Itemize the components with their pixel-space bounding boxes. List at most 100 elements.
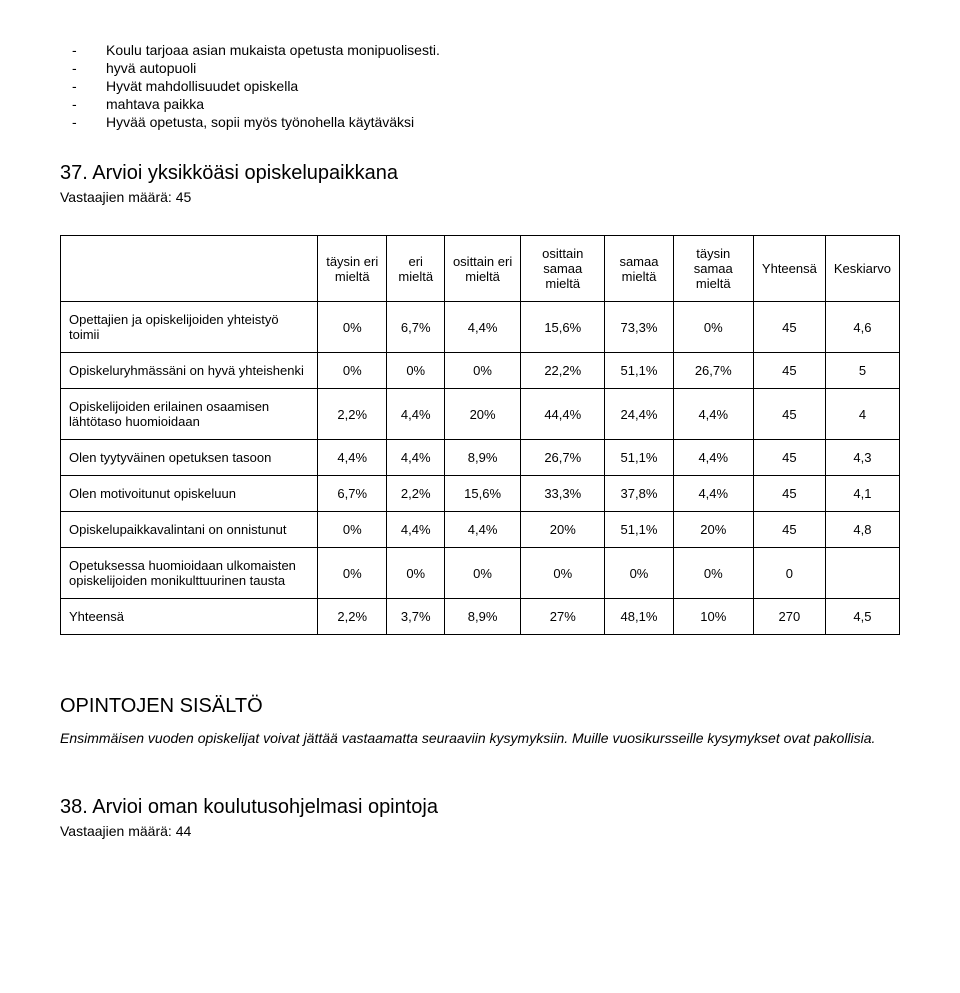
cell: 4,4% — [387, 512, 444, 548]
row-label: Opiskelijoiden erilainen osaamisen lähtö… — [61, 389, 318, 440]
cell: 0% — [318, 548, 387, 599]
cell: 45 — [753, 512, 825, 548]
cell: 0% — [387, 548, 444, 599]
cell: 10% — [673, 599, 753, 635]
cell: 20% — [673, 512, 753, 548]
table-row: Olen tyytyväinen opetuksen tasoon4,4%4,4… — [61, 440, 900, 476]
bullet-dash: - — [60, 60, 106, 76]
cell: 20% — [444, 389, 520, 440]
table-row: Opiskelijoiden erilainen osaamisen lähtö… — [61, 389, 900, 440]
cell: 51,1% — [605, 353, 673, 389]
col-header: eri mieltä — [387, 236, 444, 302]
cell: 4,4% — [444, 302, 520, 353]
row-label: Olen motivoitunut opiskeluun — [61, 476, 318, 512]
cell: 4,4% — [318, 440, 387, 476]
section-38-title: 38. Arvioi oman koulutusohjelmasi opinto… — [60, 796, 900, 819]
cell: 15,6% — [444, 476, 520, 512]
cell: 0% — [521, 548, 605, 599]
cell: 0% — [318, 512, 387, 548]
cell: 4,3 — [825, 440, 899, 476]
section-37-title: 37. Arvioi yksikköäsi opiskelupaikkana — [60, 162, 900, 185]
cell: 6,7% — [387, 302, 444, 353]
cell: 4,4% — [673, 389, 753, 440]
cell: 2,2% — [318, 389, 387, 440]
cell: 0% — [444, 353, 520, 389]
cell: 8,9% — [444, 440, 520, 476]
cell: 27% — [521, 599, 605, 635]
cell: 0% — [673, 302, 753, 353]
cell: 26,7% — [521, 440, 605, 476]
table-row: Opetuksessa huomioidaan ulkomaisten opis… — [61, 548, 900, 599]
cell: 2,2% — [318, 599, 387, 635]
cell: 45 — [753, 389, 825, 440]
cell: 0% — [605, 548, 673, 599]
cell: 51,1% — [605, 440, 673, 476]
bullet-text: mahtava paikka — [106, 96, 204, 112]
table-row: Opiskelupaikkavalintani on onnistunut0%4… — [61, 512, 900, 548]
cell: 270 — [753, 599, 825, 635]
cell: 45 — [753, 440, 825, 476]
bullet-dash: - — [60, 78, 106, 94]
col-empty — [61, 236, 318, 302]
table-row: Opettajien ja opiskelijoiden yhteistyö t… — [61, 302, 900, 353]
cell: 6,7% — [318, 476, 387, 512]
table-header-row: täysin eri mieltä eri mieltä osittain er… — [61, 236, 900, 302]
cell: 4,4% — [387, 389, 444, 440]
row-label: Opiskelupaikkavalintani on onnistunut — [61, 512, 318, 548]
row-label: Opettajien ja opiskelijoiden yhteistyö t… — [61, 302, 318, 353]
bullet-text: hyvä autopuoli — [106, 60, 196, 76]
col-header: täysin samaa mieltä — [673, 236, 753, 302]
table-row: Opiskeluryhmässäni on hyvä yhteishenki0%… — [61, 353, 900, 389]
cell: 22,2% — [521, 353, 605, 389]
cell: 26,7% — [673, 353, 753, 389]
col-header: Keskiarvo — [825, 236, 899, 302]
intro-bullets: -Koulu tarjoaa asian mukaista opetusta m… — [60, 42, 900, 130]
col-header: täysin eri mieltä — [318, 236, 387, 302]
col-header: Yhteensä — [753, 236, 825, 302]
row-label: Opiskeluryhmässäni on hyvä yhteishenki — [61, 353, 318, 389]
bullet-text: Hyvät mahdollisuudet opiskella — [106, 78, 298, 94]
cell: 4,6 — [825, 302, 899, 353]
cell: 0 — [753, 548, 825, 599]
cell: 4,4% — [444, 512, 520, 548]
cell: 33,3% — [521, 476, 605, 512]
bullet-dash: - — [60, 96, 106, 112]
cell: 4,4% — [673, 476, 753, 512]
col-header: osittain eri mieltä — [444, 236, 520, 302]
cell: 37,8% — [605, 476, 673, 512]
cell: 44,4% — [521, 389, 605, 440]
cell: 0% — [387, 353, 444, 389]
cell: 4,4% — [387, 440, 444, 476]
table-row: Olen motivoitunut opiskeluun6,7%2,2%15,6… — [61, 476, 900, 512]
cell: 48,1% — [605, 599, 673, 635]
cell: 4,5 — [825, 599, 899, 635]
cell: 0% — [318, 353, 387, 389]
table-row: Yhteensä2,2%3,7%8,9%27%48,1%10%2704,5 — [61, 599, 900, 635]
bullet-dash: - — [60, 114, 106, 130]
cell: 2,2% — [387, 476, 444, 512]
cell: 4 — [825, 389, 899, 440]
cell: 0% — [673, 548, 753, 599]
studies-note: Ensimmäisen vuoden opiskelijat voivat jä… — [60, 730, 900, 746]
cell: 51,1% — [605, 512, 673, 548]
cell: 20% — [521, 512, 605, 548]
cell: 45 — [753, 476, 825, 512]
bullet-text: Koulu tarjoaa asian mukaista opetusta mo… — [106, 42, 440, 58]
studies-heading: OPINTOJEN SISÄLTÖ — [60, 695, 900, 718]
col-header: samaa mieltä — [605, 236, 673, 302]
cell: 3,7% — [387, 599, 444, 635]
cell: 45 — [753, 302, 825, 353]
col-header: osittain samaa mieltä — [521, 236, 605, 302]
cell: 4,1 — [825, 476, 899, 512]
row-label: Opetuksessa huomioidaan ulkomaisten opis… — [61, 548, 318, 599]
section-37-subcount: Vastaajien määrä: 45 — [60, 189, 900, 205]
cell: 0% — [444, 548, 520, 599]
cell: 0% — [318, 302, 387, 353]
section-38-subcount: Vastaajien määrä: 44 — [60, 823, 900, 839]
cell: 4,4% — [673, 440, 753, 476]
cell: 8,9% — [444, 599, 520, 635]
table-body: Opettajien ja opiskelijoiden yhteistyö t… — [61, 302, 900, 635]
cell: 24,4% — [605, 389, 673, 440]
cell: 15,6% — [521, 302, 605, 353]
cell: 73,3% — [605, 302, 673, 353]
